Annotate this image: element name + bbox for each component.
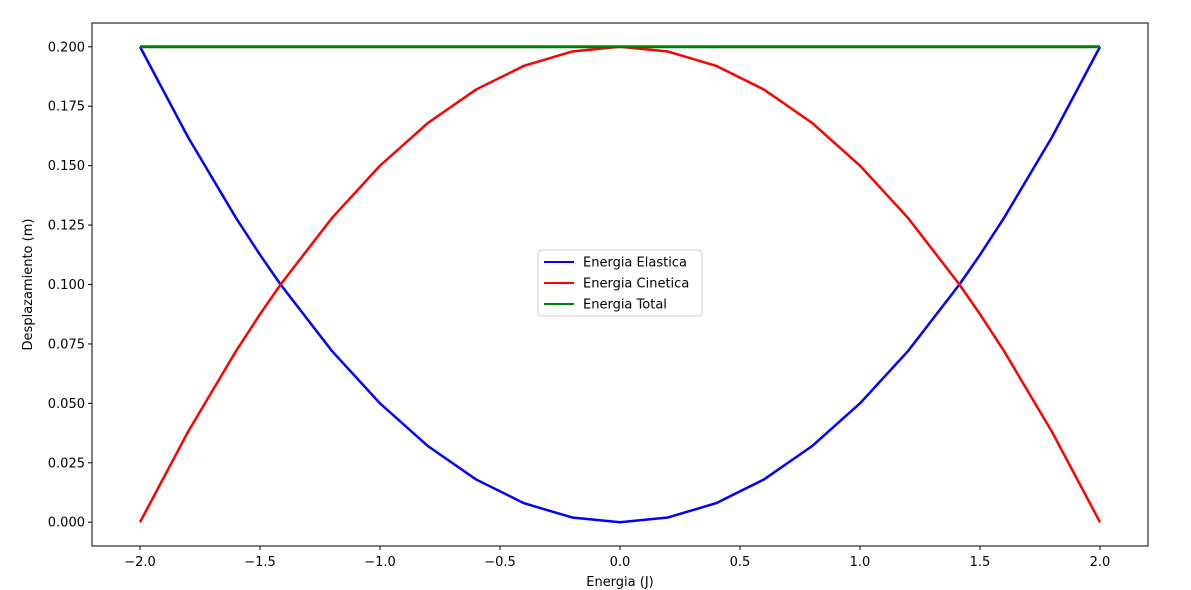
x-tick-label: −2.0 (124, 555, 156, 570)
x-tick-label: 0.5 (730, 555, 751, 570)
x-tick-label: −1.0 (364, 555, 396, 570)
y-tick-label: 0.200 (48, 40, 85, 55)
y-tick-label: 0.075 (48, 337, 85, 352)
y-axis-label: Desplazamiento (m) (21, 219, 36, 351)
y-tick-label: 0.025 (48, 456, 85, 471)
plot-lines (138, 45, 1102, 524)
legend: Energia Elastica Energia Cinetica Energia … (537, 249, 703, 317)
x-tick-label: 0.0 (610, 555, 631, 570)
y-tick-label: 0.175 (48, 100, 85, 115)
y-tick-label: 0.125 (48, 219, 85, 234)
y-tick-label: 0.000 (48, 516, 85, 531)
x-tick-label: 1.0 (850, 555, 871, 570)
x-tick-label: −1.5 (244, 555, 276, 570)
legend-box (537, 249, 703, 317)
series-line-energia-elastica (138, 46, 1102, 524)
y-tick-label: 0.150 (48, 159, 85, 174)
x-axis-label: Energia (J) (586, 575, 654, 590)
legend-label-energia-elastica: Energia Elastica (583, 256, 687, 271)
y-tick-label: 0.100 (48, 278, 85, 293)
legend-label-energia-cinetica: Energia Cinetica (583, 277, 689, 292)
x-tick-label: 1.5 (970, 555, 991, 570)
x-axis-ticks: −2.0 −1.5 −1.0 −0.5 0.0 0.5 1.0 1.5 2.0 (124, 546, 1110, 570)
legend-label-energia-total: Energia Total (583, 298, 667, 313)
x-tick-label: −0.5 (484, 555, 516, 570)
y-axis-ticks: 0.000 0.025 0.050 0.075 0.100 0.125 0.150 0.175… (48, 40, 92, 531)
y-tick-label: 0.050 (48, 397, 85, 412)
x-tick-label: 2.0 (1090, 555, 1111, 570)
